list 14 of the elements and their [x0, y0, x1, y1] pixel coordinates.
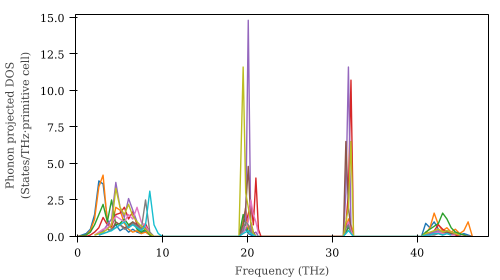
x-tick-label: 10 — [156, 246, 170, 260]
y-tick-label: 5.0 — [47, 158, 65, 171]
x-tick-label: 40 — [410, 246, 424, 260]
y-tick-label: 2.5 — [47, 194, 65, 208]
x-tick-label: 20 — [240, 246, 254, 260]
y-tick-label: 0.0 — [47, 231, 65, 244]
y-tick-label: 15.0 — [40, 12, 65, 25]
x-tick-label: 0 — [74, 246, 82, 260]
x-tick-label: 30 — [325, 246, 340, 260]
y-tick-label: 10.0 — [40, 84, 65, 98]
y-tick-label: 7.5 — [47, 121, 65, 134]
y-tick-label: 12.5 — [40, 48, 65, 62]
y-axis-title: Phonon projected DOS (States/THz·primitive cell) — [3, 52, 32, 200]
x-axis-title: Frequency (THz) — [234, 264, 330, 278]
